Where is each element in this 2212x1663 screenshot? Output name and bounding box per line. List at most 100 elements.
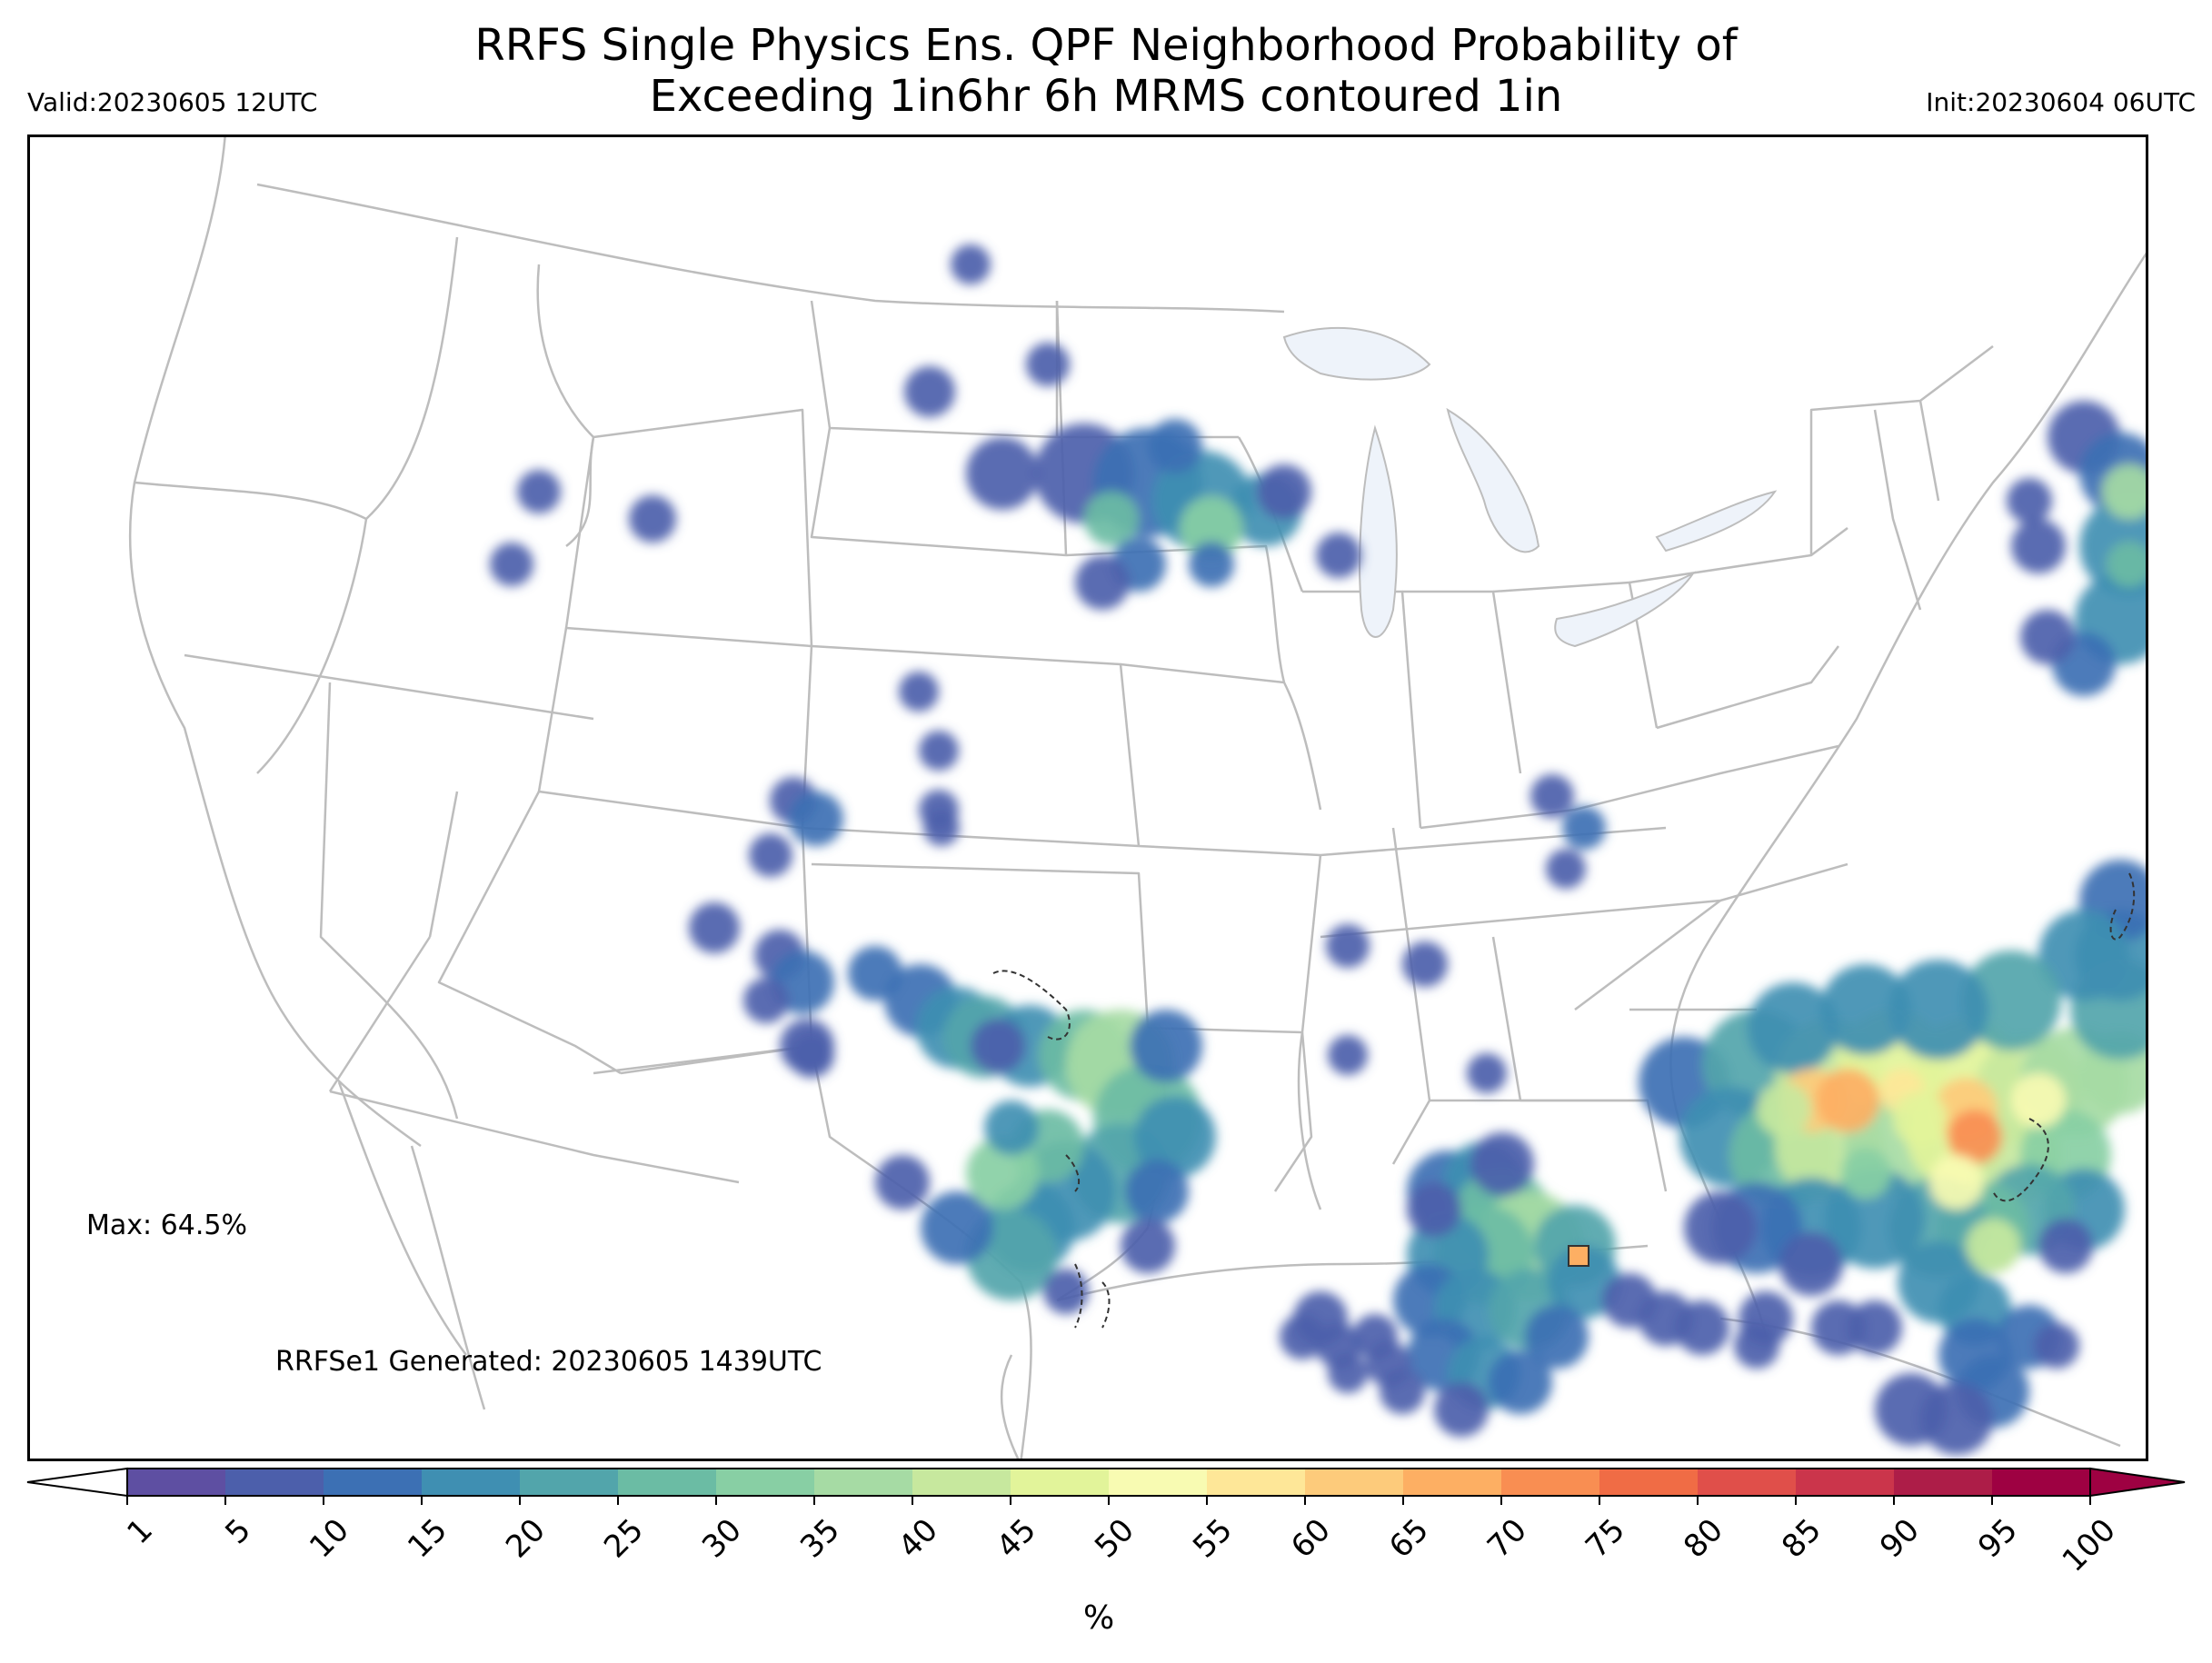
probability-cell: [1888, 960, 1988, 1060]
colorbar-tick-label-75: 75: [1579, 1512, 1632, 1566]
colorbar-tick-label-10: 10: [303, 1512, 356, 1566]
probability-cell: [1189, 542, 1234, 587]
probability-cell: [629, 495, 676, 543]
colorbar-max-extend: [2089, 1467, 2186, 1498]
max-location-marker: [1568, 1245, 1589, 1267]
probability-cell: [1148, 419, 1202, 473]
probability-cell: [1840, 1148, 1891, 1199]
colorbar-swatch-50: [1109, 1469, 1208, 1496]
probability-cell: [1893, 1091, 1948, 1146]
colorbar-tick-label-30: 30: [695, 1512, 749, 1566]
colorbar-swatch-35: [814, 1469, 913, 1496]
probability-cell: [2034, 1323, 2079, 1369]
great-lakes: [1282, 327, 1778, 648]
colorbar-swatch-25: [618, 1469, 717, 1496]
colorbar-swatch-30: [716, 1469, 815, 1496]
init-time-label: Init:20230604 06UTC: [1926, 87, 2196, 117]
probability-cell: [966, 437, 1039, 510]
probability-cell: [1134, 1096, 1216, 1178]
probability-cell: [1043, 1269, 1089, 1314]
probability-cell: [1130, 1010, 1202, 1082]
probability-cell: [919, 731, 959, 771]
probability-cell: [904, 366, 955, 417]
probability-cell: [1125, 1160, 1189, 1223]
probability-cell: [2038, 910, 2129, 1001]
probability-cell: [1121, 1219, 1175, 1273]
probability-map: Max: 64.5% RRFSe1 Generated: 20230605 14…: [27, 134, 2148, 1461]
probability-cell: [1739, 1291, 1793, 1346]
colorbar-tick-label-40: 40: [892, 1512, 945, 1566]
colorbar-tick-label-85: 85: [1775, 1512, 1828, 1566]
probability-cell: [966, 1137, 1039, 1210]
probability-cell: [1525, 1305, 1589, 1369]
colorbar-swatch-20: [520, 1469, 619, 1496]
colorbar-swatch-90: [1894, 1469, 1993, 1496]
colorbar-swatch-60: [1305, 1469, 1404, 1496]
probability-cell: [1546, 849, 1586, 889]
colorbar-tick-label-5: 5: [218, 1512, 258, 1552]
probability-cell: [971, 1019, 1025, 1073]
probability-cell: [1961, 951, 2061, 1051]
probability-cell: [1026, 343, 1070, 386]
colorbar-tick-label-70: 70: [1480, 1512, 1534, 1566]
colorbar-swatch-55: [1207, 1469, 1306, 1496]
probability-cell: [1816, 1069, 1879, 1132]
colorbar-swatch-5: [225, 1469, 324, 1496]
probability-cell: [951, 244, 991, 284]
colorbar-tick-label-20: 20: [499, 1512, 553, 1566]
generated-label: RRFSe1 Generated: 20230605 1439UTC: [275, 1346, 822, 1378]
probability-cell: [1328, 1035, 1368, 1075]
colorbar-tick-label-45: 45: [990, 1512, 1043, 1566]
colorbar-tick-label-15: 15: [401, 1512, 454, 1566]
colorbar-swatch-70: [1501, 1469, 1600, 1496]
colorbar-swatch-1: [127, 1469, 226, 1496]
probability-cell: [1675, 1300, 1729, 1355]
title-line-2: Exceeding 1in6hr 6h MRMS contoured 1in: [649, 71, 1563, 122]
probability-cell: [2038, 1219, 2093, 1273]
probability-cell: [1470, 1132, 1534, 1196]
probability-cell: [2007, 478, 2052, 523]
probability-cell: [789, 1032, 834, 1078]
probability-cell: [2020, 610, 2075, 664]
probability-cell: [1948, 1110, 2002, 1164]
colorbar-tick-label-65: 65: [1382, 1512, 1436, 1566]
mrms-1in-contours: [992, 872, 2136, 1329]
probability-cell: [1467, 1053, 1507, 1093]
probability-cell: [2107, 542, 2146, 587]
colorbar-swatch-65: [1403, 1469, 1502, 1496]
colorbar-swatch-45: [1011, 1469, 1110, 1496]
probability-cell: [1929, 1155, 1984, 1210]
colorbar-tick-label-100: 100: [2056, 1512, 2123, 1579]
probability-cell: [1380, 1369, 1425, 1414]
probability-cell: [899, 672, 939, 712]
probability-cell: [921, 1191, 993, 1264]
probability-cell: [1328, 1353, 1368, 1393]
probability-cell: [1180, 496, 1243, 560]
max-value-label: Max: 64.5%: [86, 1210, 247, 1241]
probability-cell: [984, 1100, 1039, 1155]
colorbar-tick-label-80: 80: [1677, 1512, 1730, 1566]
colorbar-tick-label-25: 25: [597, 1512, 651, 1566]
colorbar-swatch-80: [1698, 1469, 1797, 1496]
probability-cell: [1402, 941, 1448, 987]
colorbar-tick-label-55: 55: [1186, 1512, 1240, 1566]
probability-cell: [923, 810, 960, 846]
colorbar-tick-label-50: 50: [1088, 1512, 1141, 1566]
colorbar-swatch-95: [1992, 1469, 2091, 1496]
probability-cell: [1779, 1232, 1843, 1296]
probability-cell: [1530, 774, 1574, 818]
colorbar-tick-label-95: 95: [1971, 1512, 2025, 1566]
probability-cell: [1434, 1382, 1489, 1437]
probability-cell: [1084, 492, 1139, 546]
probability-cell: [1280, 1314, 1325, 1359]
probability-cell: [1489, 1350, 1552, 1414]
colorbar-unit-label: %: [1083, 1599, 1115, 1637]
map-canvas: [128, 137, 2146, 1459]
colorbar-tick-label-90: 90: [1873, 1512, 1927, 1566]
colorbar-min-extend: [26, 1467, 128, 1498]
probability-cell: [749, 833, 792, 877]
probability-cell: [2102, 464, 2146, 519]
probability-cell: [1748, 982, 1838, 1073]
colorbar-swatch-15: [422, 1469, 521, 1496]
colorbar-ticks: 1 5 10 15 20 25 30 35 40 45 50 55 60 65 70 75 80 85 90 95 10…: [120, 1496, 2123, 1579]
